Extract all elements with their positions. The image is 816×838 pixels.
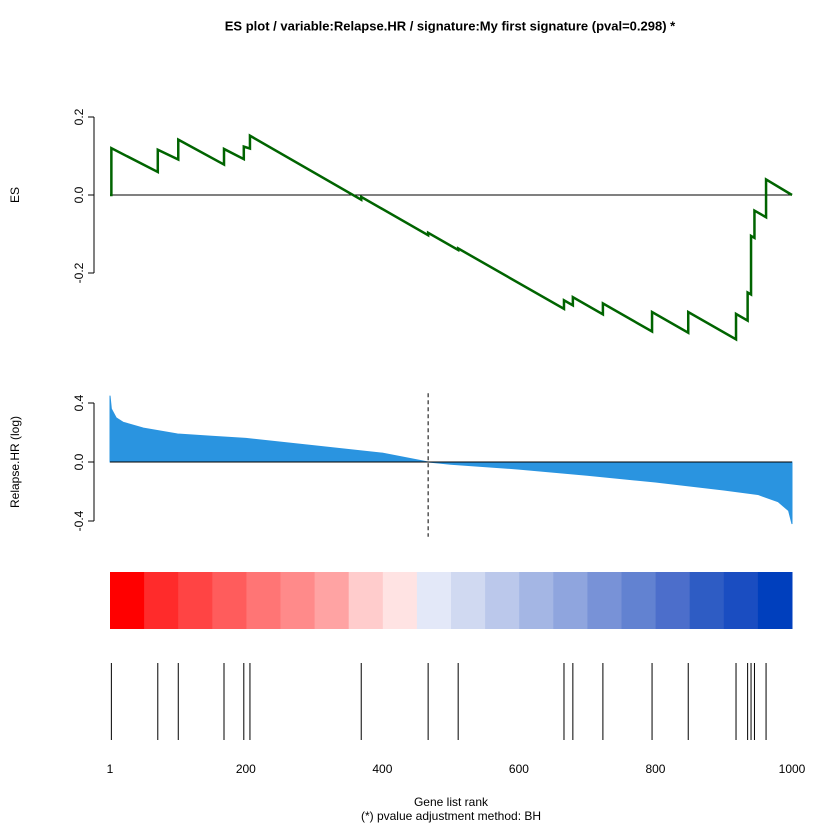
color-segment bbox=[144, 572, 179, 629]
y-tick-label: 0.0 bbox=[72, 186, 86, 203]
color-segment bbox=[110, 572, 145, 629]
x-tick-label: 800 bbox=[645, 762, 665, 776]
color-segment bbox=[314, 572, 350, 629]
color-segment bbox=[723, 572, 759, 629]
color-segment bbox=[246, 572, 281, 629]
y-tick-label: -0.2 bbox=[72, 262, 86, 283]
color-segment bbox=[178, 572, 213, 629]
x-tick-label: 1 bbox=[107, 762, 114, 776]
y-tick-label: -0.4 bbox=[72, 510, 86, 531]
metric-area bbox=[109, 395, 793, 525]
x-axis-title: Gene list rank bbox=[414, 795, 489, 809]
color-segment bbox=[348, 572, 384, 629]
color-segment bbox=[280, 572, 316, 629]
color-segment bbox=[655, 572, 691, 629]
x-tick-label: 400 bbox=[372, 762, 392, 776]
y-axis-title: ES bbox=[8, 187, 22, 203]
x-tick-label: 1000 bbox=[779, 762, 806, 776]
color-segment bbox=[212, 572, 247, 629]
color-segment bbox=[451, 572, 486, 629]
x-tick-label: 600 bbox=[509, 762, 529, 776]
y-tick-label: 0.2 bbox=[72, 108, 86, 125]
footnote: (*) pvalue adjustment method: BH bbox=[361, 809, 541, 823]
color-segment bbox=[485, 572, 520, 629]
y-tick-label: 0.4 bbox=[72, 394, 86, 411]
color-segment bbox=[382, 572, 418, 629]
color-segment bbox=[587, 572, 622, 629]
color-segment bbox=[519, 572, 554, 629]
chart-title: ES plot / variable:Relapse.HR / signatur… bbox=[225, 18, 676, 33]
color-segment bbox=[553, 572, 588, 629]
x-tick-label: 200 bbox=[236, 762, 256, 776]
color-segment bbox=[689, 572, 725, 629]
y-axis-title: Relapse.HR (log) bbox=[8, 416, 22, 508]
color-segment bbox=[621, 572, 657, 629]
color-segment bbox=[757, 572, 793, 629]
y-tick-label: 0.0 bbox=[72, 453, 86, 470]
color-segment bbox=[416, 572, 452, 629]
es-line bbox=[110, 133, 793, 342]
